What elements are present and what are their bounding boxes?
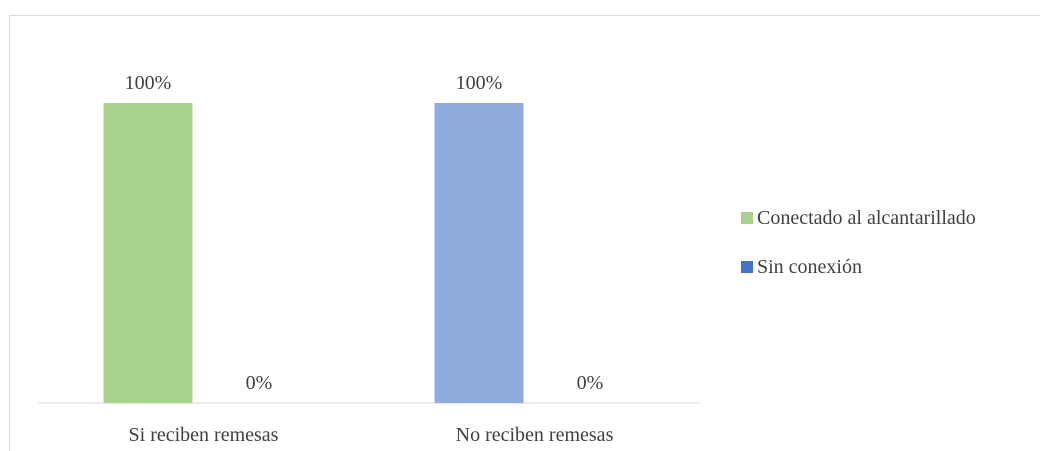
data-label-2-1: 100% [456,72,503,94]
legend-label-sin-conexion: Sin conexión [757,255,862,278]
legend-label-conectado: Conectado al alcantarillado [757,206,976,229]
data-label-1-1: 100% [125,72,172,94]
chart-frame [9,15,1040,451]
chart-legend: Conectado al alcantarillado Sin conexión [741,204,976,302]
legend-swatch-conectado [741,212,753,224]
category-label-1: Si reciben remesas [129,424,279,446]
data-label-1-2: 0% [246,372,273,394]
data-label-2-2: 0% [577,372,604,394]
legend-item-sin-conexion: Sin conexión [741,253,976,281]
legend-swatch-sin-conexion [741,261,753,273]
bar-2-1 [434,103,524,403]
legend-item-conectado: Conectado al alcantarillado [741,204,976,232]
category-label-2: No reciben remesas [456,424,614,446]
bar-1-1 [103,103,193,403]
